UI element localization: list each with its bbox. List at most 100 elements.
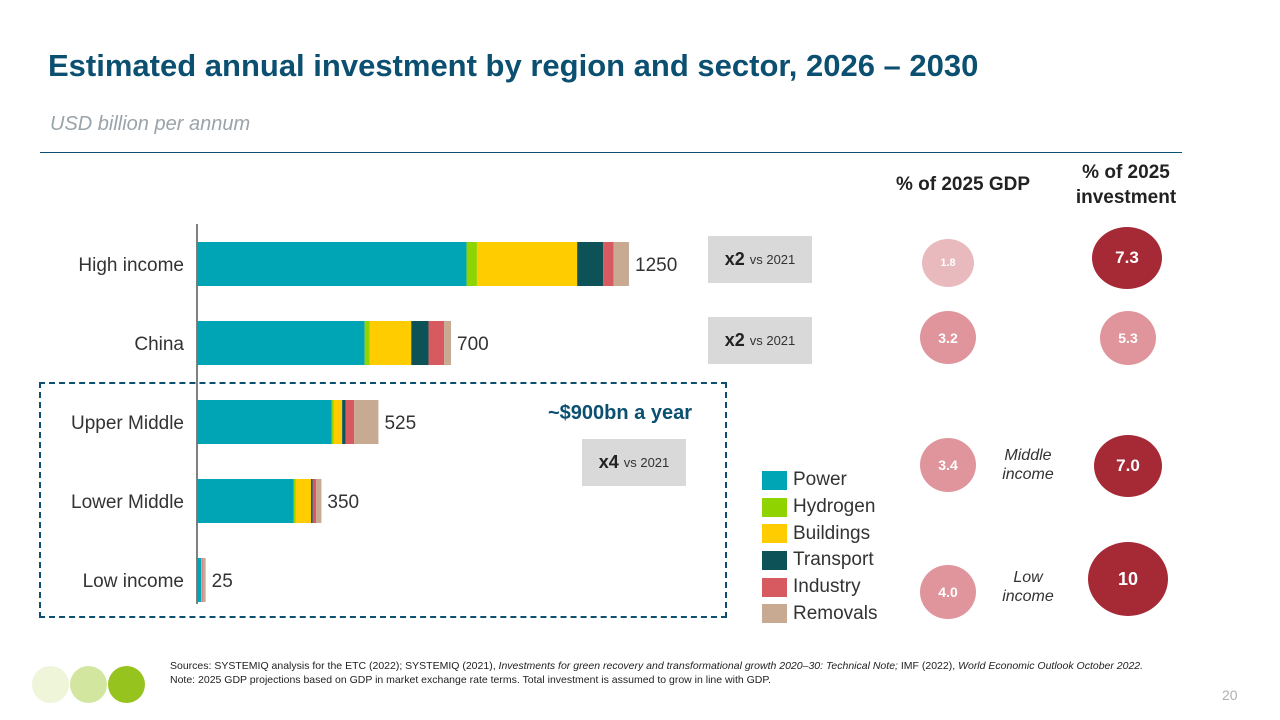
bar-total-label: 525: [384, 413, 416, 434]
logo-circle-light: [32, 666, 69, 703]
bar-segment-transport: [577, 242, 604, 286]
multiplier-box-china: x2 vs 2021: [708, 317, 812, 364]
bar-segment-power: [197, 242, 467, 286]
bar-segment-hydrogen: [293, 479, 296, 523]
bar-segment-buildings: [369, 321, 412, 365]
legend-swatch: [762, 550, 787, 570]
multiplier-vs: vs 2021: [749, 333, 796, 348]
sources-prefix: Sources: SYSTEMIQ analysis for the ETC (…: [170, 660, 499, 672]
legend-swatch: [762, 604, 787, 624]
bar-segment-transport: [311, 479, 313, 523]
logo-circle-mid: [70, 666, 107, 703]
bar-segment-removals: [316, 479, 322, 523]
legend-swatch: [762, 577, 787, 597]
bar-segment-buildings: [333, 400, 343, 444]
page-title: Estimated annual investment by region an…: [48, 48, 979, 83]
multiplier-value: x4: [598, 452, 619, 472]
legend-item-industry: Industry: [762, 574, 877, 601]
category-label: Lower Middle: [71, 492, 184, 513]
bar-segment-removals: [202, 558, 206, 602]
legend-label: Transport: [793, 549, 874, 571]
legend-item-hydrogen: Hydrogen: [762, 494, 877, 521]
investment-bubble-china: 5.3: [1100, 311, 1156, 365]
bar-total-label: 25: [212, 571, 233, 592]
legend-item-transport: Transport: [762, 547, 877, 574]
investment-bubble-middle-income: 7.0: [1094, 435, 1162, 497]
gdp-bubble-high-income: 1.8: [922, 239, 974, 287]
middle-low-income-highlight-box: [39, 382, 727, 618]
gdp-bubble-middle-income: 3.4: [920, 438, 976, 492]
category-label: High income: [78, 255, 184, 276]
legend-swatch: [762, 497, 787, 517]
bar-total-label: 1250: [635, 255, 677, 276]
page-number: 20: [1222, 687, 1238, 703]
legend-item-power: Power: [762, 467, 877, 494]
legend-label: Industry: [793, 576, 861, 598]
legend-label: Hydrogen: [793, 496, 876, 518]
legend-label: Removals: [793, 602, 878, 624]
sources-mid: IMF (2022),: [897, 660, 959, 672]
multiplier-vs: vs 2021: [749, 252, 796, 267]
gdp-bubble-low-income: 4.0: [920, 565, 976, 619]
gdp-bubble-china: 3.2: [920, 311, 976, 364]
bar-segment-buildings: [295, 479, 312, 523]
bar-segment-power: [197, 400, 332, 444]
legend-item-buildings: Buildings: [762, 520, 877, 547]
middle-income-note-line1: Middle: [1004, 447, 1052, 464]
low-income-note-line1: Low: [1013, 569, 1043, 586]
bar-segment-industry: [312, 479, 317, 523]
category-label: Low income: [83, 571, 184, 592]
multiplier-value: x2: [724, 330, 745, 350]
annual-total-annotation: ~$900bn a year: [548, 402, 692, 424]
multiplier-value: x2: [724, 249, 745, 269]
footnote-note: Note: 2025 GDP projections based on GDP …: [170, 673, 771, 686]
page-subtitle: USD billion per annum: [50, 113, 251, 135]
footnote-sources: Sources: SYSTEMIQ analysis for the ETC (…: [170, 660, 1210, 674]
bar-segment-industry: [202, 558, 203, 602]
bar-total-label: 350: [327, 492, 359, 513]
investment-column-header: % of 2025 investment: [1050, 160, 1202, 210]
stacked-bar-chart: High income 1250 China 700 Upper Middle 525 Lo…: [71, 224, 677, 604]
bar-segment-industry: [428, 321, 445, 365]
bar-segment-hydrogen: [466, 242, 477, 286]
middle-income-note-line2: income: [1002, 466, 1054, 483]
footnote: Sources: SYSTEMIQ analysis for the ETC (…: [170, 660, 1210, 687]
chart-legend: Power Hydrogen Buildings Transport Indus…: [762, 467, 877, 627]
bar-segment-power: [197, 479, 294, 523]
multiplier-vs: vs 2021: [623, 455, 670, 470]
low-income-note-line2: income: [1002, 588, 1054, 605]
legend-label: Buildings: [793, 522, 871, 544]
multiplier-box-middle-low: x4 vs 2021: [582, 439, 686, 486]
investment-header-line2: investment: [1075, 187, 1177, 208]
bar-segment-hydrogen: [364, 321, 370, 365]
gdp-column-header: % of 2025 GDP: [895, 174, 1031, 195]
investment-header-line1: % of 2025: [1082, 162, 1170, 183]
legend-label: Power: [793, 469, 847, 491]
legend-swatch: [762, 470, 787, 490]
sources-title-1: Investments for green recovery and trans…: [498, 660, 898, 672]
legend-item-removals: Removals: [762, 600, 877, 627]
bar-total-label: 700: [457, 334, 489, 355]
sources-title-2: World Economic Outlook October 2022.: [958, 660, 1144, 672]
multiplier-box-high-income: x2 vs 2021: [708, 236, 812, 283]
bar-segment-removals: [354, 400, 379, 444]
bar-segment-buildings: [201, 558, 202, 602]
bar-segment-hydrogen: [331, 400, 334, 444]
bar-segment-removals: [613, 242, 629, 286]
category-label: Upper Middle: [71, 413, 184, 434]
bar-segment-power: [197, 558, 202, 602]
bar-segment-buildings: [476, 242, 578, 286]
category-label: China: [134, 334, 184, 355]
bar-segment-removals: [444, 321, 452, 365]
logo-circle-dark: [108, 666, 145, 703]
bar-segment-power: [197, 321, 365, 365]
title-divider: [40, 152, 1182, 153]
bar-segment-transport: [411, 321, 429, 365]
bar-segment-industry: [345, 400, 355, 444]
investment-bubble-low-income: 10: [1088, 542, 1168, 616]
legend-swatch: [762, 524, 787, 544]
bar-segment-transport: [342, 400, 346, 444]
middle-income-note: Middle income: [988, 446, 1068, 484]
investment-bubble-high-income: 7.3: [1092, 227, 1162, 289]
bar-segment-industry: [603, 242, 614, 286]
